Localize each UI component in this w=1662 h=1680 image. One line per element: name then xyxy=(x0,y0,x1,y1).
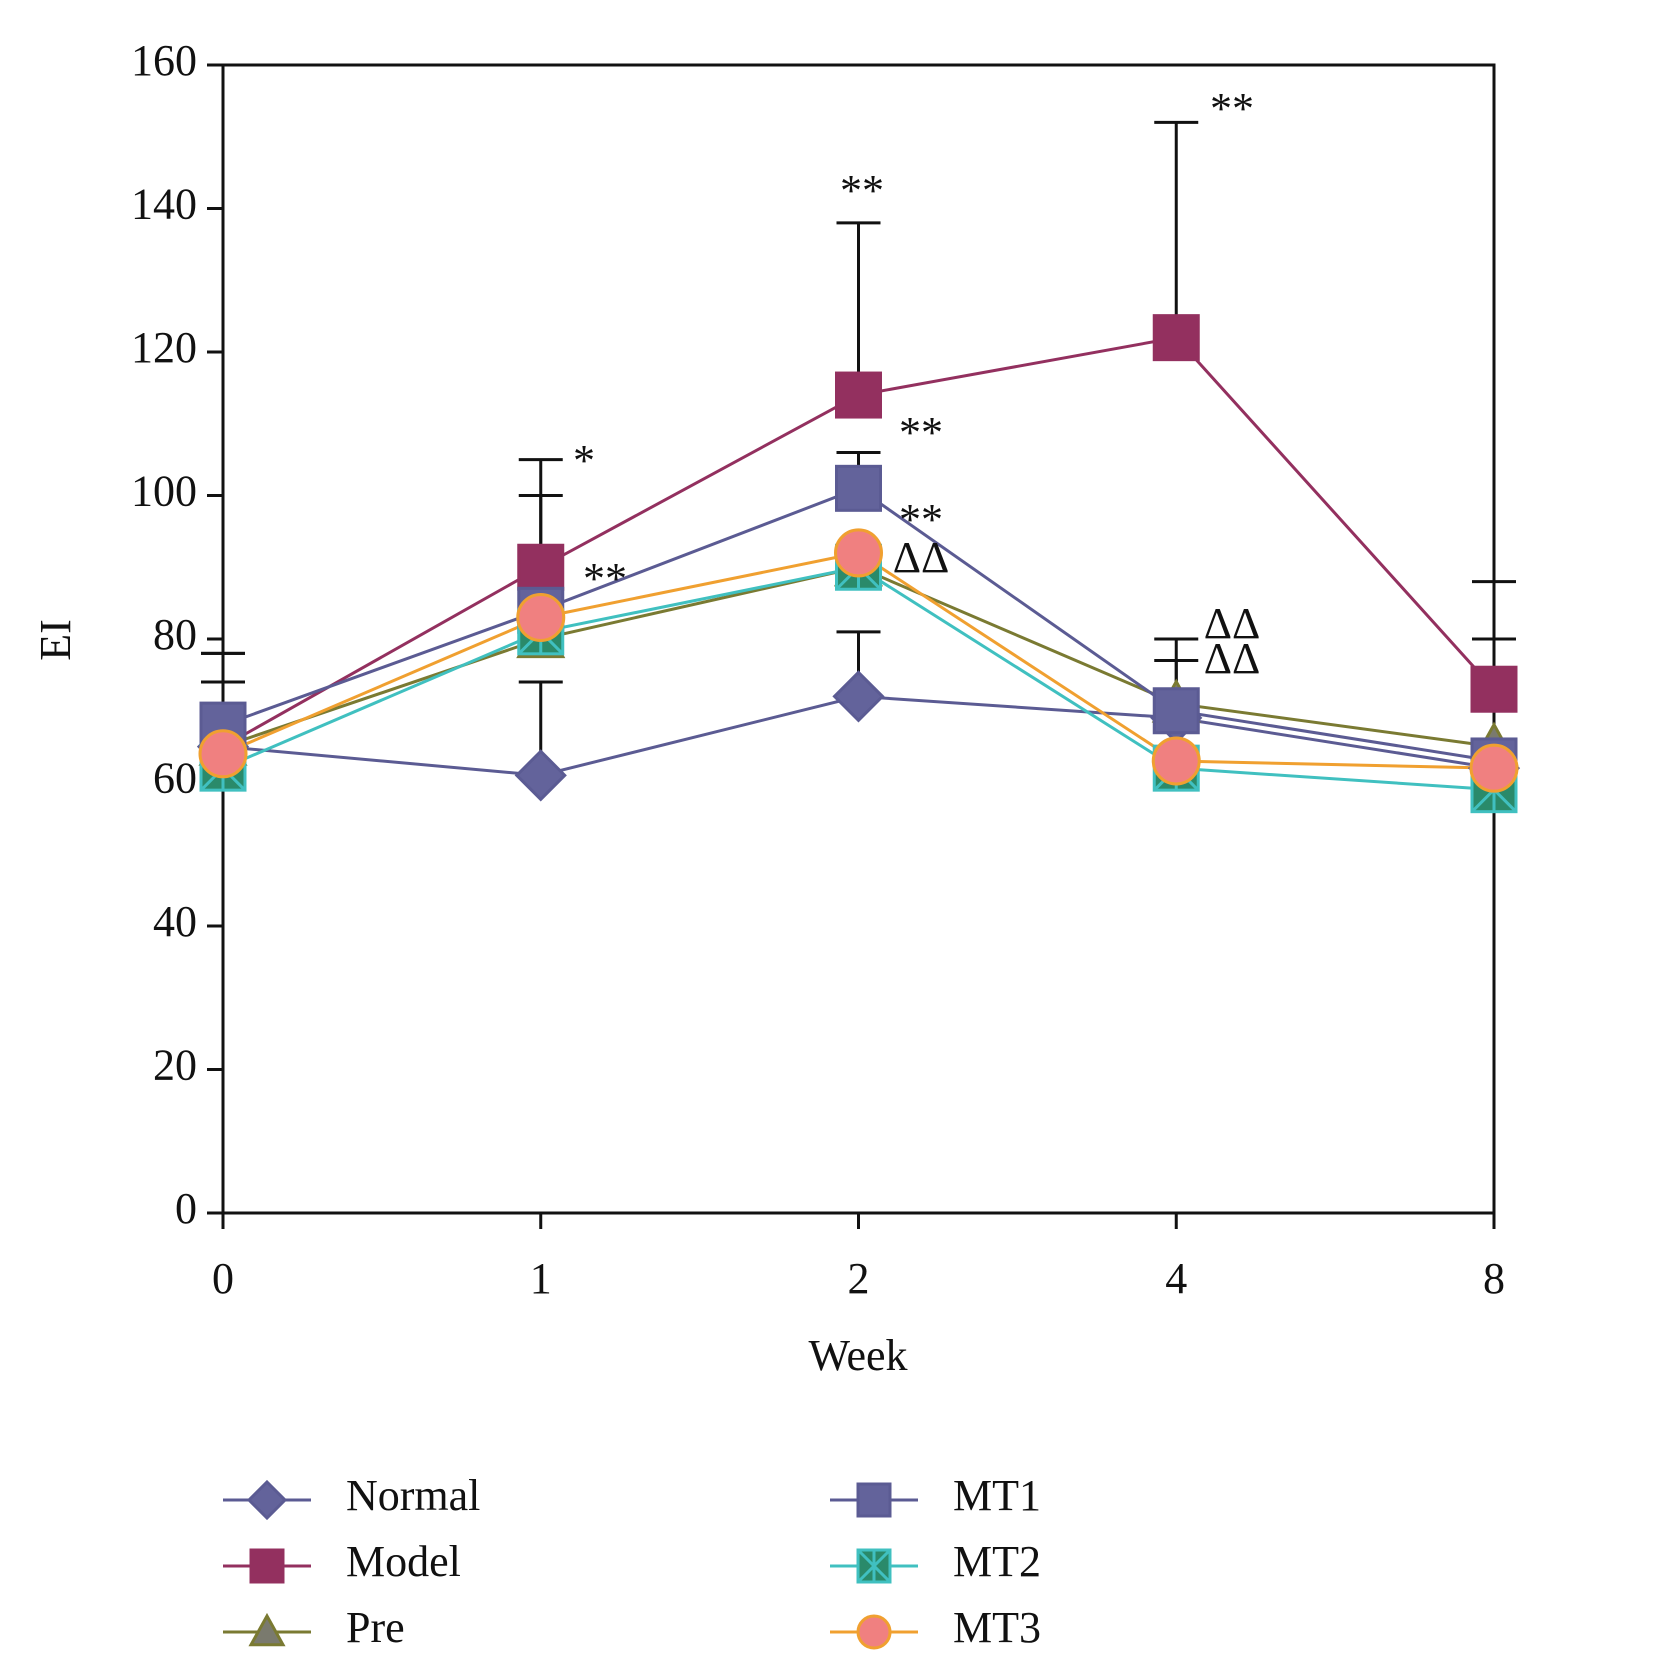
annotation: ΔΔ xyxy=(1204,634,1261,683)
y-tick-label: 100 xyxy=(131,467,197,516)
marker xyxy=(248,1612,286,1647)
y-tick-label: 0 xyxy=(175,1184,197,1233)
annotation: ΔΔ xyxy=(893,533,950,582)
legend-label: Normal xyxy=(346,1471,480,1520)
y-tick-label: 20 xyxy=(153,1041,197,1090)
annotation: ** xyxy=(1210,84,1254,133)
marker xyxy=(1151,736,1201,786)
annotation: ** xyxy=(583,554,627,603)
marker xyxy=(1470,665,1518,713)
y-tick-label: 60 xyxy=(153,754,197,803)
marker xyxy=(516,592,566,642)
legend-label: MT2 xyxy=(953,1537,1041,1586)
error-bar xyxy=(836,221,881,396)
error-bar xyxy=(1154,120,1199,338)
marker xyxy=(1469,743,1519,793)
legend-label: Pre xyxy=(346,1603,405,1652)
marker xyxy=(514,749,567,802)
marker xyxy=(835,371,882,419)
y-tick-label: 40 xyxy=(153,897,197,946)
legend-label: Model xyxy=(346,1537,461,1586)
marker xyxy=(1152,314,1200,362)
marker-cross xyxy=(856,1548,892,1584)
y-axis-label: EI xyxy=(31,619,80,661)
legend-label: MT1 xyxy=(953,1471,1041,1520)
y-tick-label: 140 xyxy=(131,180,197,229)
marker xyxy=(834,528,883,578)
marker xyxy=(856,1482,892,1518)
y-tick-label: 160 xyxy=(131,36,197,85)
marker xyxy=(832,670,885,723)
annotation: ΔΔ xyxy=(1204,599,1261,648)
legend-label: MT3 xyxy=(953,1603,1041,1652)
x-tick-label: 1 xyxy=(530,1254,552,1303)
y-tick-label: 120 xyxy=(131,323,197,372)
annotation: ** xyxy=(840,166,884,215)
x-axis-label: Week xyxy=(808,1331,907,1380)
annotation: * xyxy=(573,436,595,485)
marker xyxy=(1152,687,1200,735)
marker xyxy=(249,1548,285,1584)
marker xyxy=(856,1614,892,1650)
marker xyxy=(835,464,882,512)
x-tick-label: 0 xyxy=(212,1254,234,1303)
marker xyxy=(517,543,565,591)
annotation: ** xyxy=(899,408,943,457)
y-tick-label: 80 xyxy=(153,610,197,659)
x-tick-label: 2 xyxy=(848,1254,870,1303)
annotation: ** xyxy=(899,495,943,544)
marker xyxy=(198,729,248,779)
x-tick-label: 4 xyxy=(1165,1254,1187,1303)
x-tick-label: 8 xyxy=(1483,1254,1505,1303)
marker xyxy=(246,1479,288,1521)
